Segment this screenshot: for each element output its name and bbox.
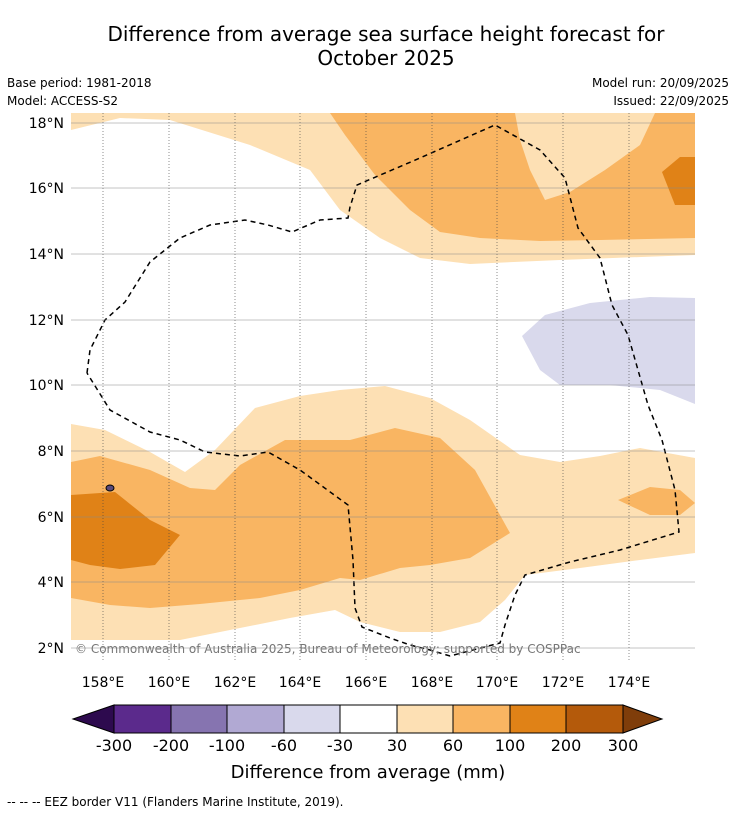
colorbar-extend-low xyxy=(71,704,115,734)
colorbar-tick: -300 xyxy=(96,736,132,755)
map-title: Difference from average sea surface heig… xyxy=(0,22,736,70)
colorbar-tick: 60 xyxy=(443,736,463,755)
lat-tick: 18°N xyxy=(29,116,64,132)
south-band-100-200 xyxy=(71,492,180,569)
lat-tick: 14°N xyxy=(29,247,64,263)
lat-tick: 8°N xyxy=(38,444,64,460)
colorbar-swatch xyxy=(114,705,171,733)
colorbar-tick: 100 xyxy=(495,736,526,755)
negative-patch-minus30 xyxy=(522,297,695,404)
meta-left: Base period: 1981-2018 Model: ACCESS-S2 xyxy=(7,74,152,110)
colorbar-tick: -30 xyxy=(327,736,353,755)
title-line-2: October 2025 xyxy=(317,46,455,70)
colorbar-swatch xyxy=(510,705,566,733)
north-band-60-100 xyxy=(330,113,695,241)
lat-tick: 16°N xyxy=(29,181,64,197)
title-line-1: Difference from average sea surface heig… xyxy=(107,22,665,46)
lon-tick: 164°E xyxy=(279,675,322,691)
grid-lines-lat xyxy=(71,122,695,649)
lon-tick: 174°E xyxy=(608,675,651,691)
lon-tick: 168°E xyxy=(411,675,454,691)
lon-tick: 172°E xyxy=(542,675,585,691)
lon-labels: 158°E 160°E 162°E 164°E 166°E 168°E 170°… xyxy=(82,675,651,691)
lon-tick: 160°E xyxy=(148,675,191,691)
colorbar-label: Difference from average (mm) xyxy=(231,762,506,783)
issued-date: Issued: 22/09/2025 xyxy=(613,94,729,108)
base-period: Base period: 1981-2018 xyxy=(7,76,152,90)
meta-right: Model run: 20/09/2025 Issued: 22/09/2025 xyxy=(592,74,729,110)
colorbar: -300 -200 -100 -60 -30 30 60 100 200 300… xyxy=(71,704,664,783)
eez-border xyxy=(86,124,680,657)
colorbar-tick: -200 xyxy=(153,736,189,755)
model-name: Model: ACCESS-S2 xyxy=(7,94,119,108)
colorbar-tick: 300 xyxy=(608,736,639,755)
footnote: -- -- -- EEZ border V11 (Flanders Marine… xyxy=(7,795,344,809)
colorbar-extend-high xyxy=(622,704,664,734)
lon-tick: 166°E xyxy=(345,675,388,691)
lon-tick: 170°E xyxy=(476,675,519,691)
model-run: Model run: 20/09/2025 xyxy=(591,76,729,90)
south-band-60-100 xyxy=(71,428,510,608)
lat-labels: 18°N 16°N 14°N 12°N 10°N 8°N 6°N 4°N 2°N xyxy=(29,116,64,657)
colorbar-tick: -60 xyxy=(271,736,297,755)
colorbar-swatch xyxy=(227,705,284,733)
contour-map xyxy=(71,113,695,657)
island-outline xyxy=(105,484,115,492)
lon-tick: 162°E xyxy=(214,675,257,691)
colorbar-swatch xyxy=(171,705,227,733)
lat-tick: 12°N xyxy=(29,313,64,329)
colorbar-tick: -100 xyxy=(209,736,245,755)
lat-tick: 2°N xyxy=(38,641,64,657)
colorbar-swatch xyxy=(566,705,623,733)
lon-tick: 158°E xyxy=(82,675,125,691)
colorbar-swatch xyxy=(453,705,510,733)
north-band-100-200 xyxy=(662,157,695,205)
colorbar-tick: 200 xyxy=(551,736,582,755)
copyright-text: © Commonwealth of Australia 2025, Bureau… xyxy=(75,642,581,656)
colorbar-swatch xyxy=(340,705,397,733)
north-band-light-gap xyxy=(515,113,655,200)
lat-tick: 4°N xyxy=(38,575,64,591)
colorbar-swatch xyxy=(284,705,340,733)
lat-tick: 10°N xyxy=(29,378,64,394)
colorbar-swatch xyxy=(397,705,453,733)
lat-tick: 6°N xyxy=(38,510,64,526)
colorbar-tick: 30 xyxy=(387,736,407,755)
